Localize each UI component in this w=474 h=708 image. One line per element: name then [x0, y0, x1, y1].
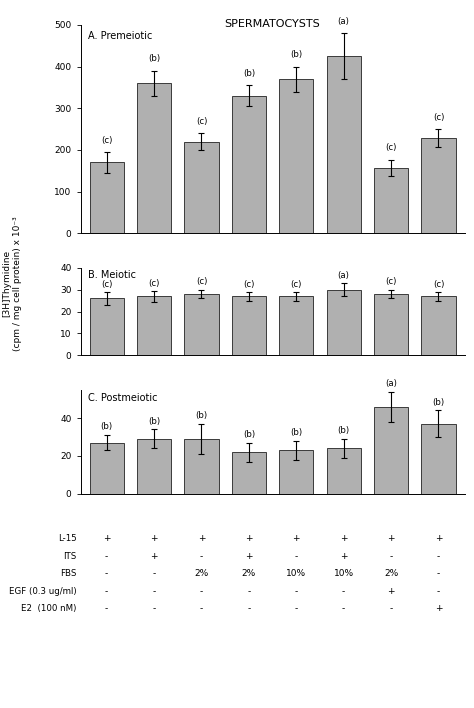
Bar [184, 294, 219, 355]
Text: +: + [292, 534, 300, 543]
Text: -: - [153, 569, 155, 578]
Text: -: - [437, 552, 440, 561]
Bar [90, 162, 124, 234]
Text: -: - [437, 569, 440, 578]
Text: (b): (b) [148, 417, 160, 426]
Text: -: - [153, 605, 155, 613]
Text: E2  (100 nM): E2 (100 nM) [21, 605, 77, 613]
Bar [137, 296, 171, 355]
Text: -: - [342, 587, 345, 596]
Text: (c): (c) [433, 280, 444, 289]
Text: (c): (c) [101, 136, 112, 144]
Text: -: - [105, 569, 108, 578]
Text: (b): (b) [290, 50, 302, 59]
Text: (b): (b) [290, 428, 302, 437]
Text: C. Postmeiotic: C. Postmeiotic [88, 393, 158, 403]
Text: +: + [435, 534, 442, 543]
Text: (c): (c) [433, 113, 444, 122]
Text: (c): (c) [291, 280, 302, 289]
Text: [3H]Thymidine
(cpm / mg cell protein) x 10⁻³: [3H]Thymidine (cpm / mg cell protein) x … [2, 216, 22, 350]
Text: (b): (b) [100, 423, 113, 431]
Text: (c): (c) [196, 278, 207, 287]
Bar [374, 294, 408, 355]
Text: (b): (b) [337, 426, 350, 435]
Text: +: + [387, 587, 395, 596]
Text: (b): (b) [195, 411, 208, 420]
Text: -: - [200, 605, 203, 613]
Bar [90, 442, 124, 494]
Text: (c): (c) [243, 280, 255, 289]
Bar [137, 439, 171, 494]
Text: -: - [200, 587, 203, 596]
Text: (c): (c) [385, 278, 397, 287]
Bar [421, 138, 456, 234]
Bar [279, 296, 313, 355]
Text: (a): (a) [337, 271, 350, 280]
Bar [327, 56, 361, 234]
Text: +: + [435, 605, 442, 613]
Bar [327, 448, 361, 494]
Text: (b): (b) [432, 398, 445, 407]
Text: (b): (b) [243, 430, 255, 439]
Text: (a): (a) [385, 379, 397, 388]
Bar [137, 83, 171, 234]
Text: -: - [105, 605, 108, 613]
Bar [327, 290, 361, 355]
Text: -: - [247, 605, 250, 613]
Bar [90, 298, 124, 355]
Bar [374, 406, 408, 494]
Text: -: - [247, 587, 250, 596]
Text: 10%: 10% [286, 569, 306, 578]
Text: L-15: L-15 [58, 534, 77, 543]
Text: 2%: 2% [384, 569, 398, 578]
Text: (b): (b) [243, 69, 255, 78]
Text: +: + [387, 534, 395, 543]
Text: FBS: FBS [60, 569, 77, 578]
Text: B. Meiotic: B. Meiotic [88, 270, 136, 280]
Text: (c): (c) [101, 280, 112, 289]
Bar [232, 96, 266, 234]
Text: (c): (c) [148, 278, 160, 287]
Text: -: - [390, 552, 392, 561]
Text: +: + [150, 552, 158, 561]
Text: -: - [200, 552, 203, 561]
Text: -: - [342, 605, 345, 613]
Bar [421, 296, 456, 355]
Text: 2%: 2% [194, 569, 209, 578]
Text: +: + [245, 534, 253, 543]
Text: +: + [340, 534, 347, 543]
Bar [232, 452, 266, 494]
Text: -: - [390, 605, 392, 613]
Bar [279, 79, 313, 234]
Text: -: - [105, 552, 108, 561]
Text: ITS: ITS [64, 552, 77, 561]
Bar [279, 450, 313, 494]
Text: -: - [295, 552, 298, 561]
Text: -: - [295, 587, 298, 596]
Text: 10%: 10% [334, 569, 354, 578]
Text: +: + [245, 552, 253, 561]
Text: (a): (a) [337, 17, 350, 25]
Text: -: - [105, 587, 108, 596]
Text: +: + [103, 534, 110, 543]
Bar [184, 439, 219, 494]
Text: -: - [153, 587, 155, 596]
Text: +: + [198, 534, 205, 543]
Bar [184, 142, 219, 234]
Text: +: + [340, 552, 347, 561]
Text: EGF (0.3 ug/ml): EGF (0.3 ug/ml) [9, 587, 77, 596]
Bar [421, 424, 456, 494]
Text: A. Premeiotic: A. Premeiotic [88, 31, 153, 41]
Text: -: - [295, 605, 298, 613]
Text: (c): (c) [196, 117, 207, 126]
Text: 2%: 2% [242, 569, 256, 578]
Text: +: + [150, 534, 158, 543]
Text: (c): (c) [385, 143, 397, 152]
Bar [374, 168, 408, 234]
Text: -: - [437, 587, 440, 596]
Text: (b): (b) [148, 55, 160, 64]
Text: SPERMATOCYSTS: SPERMATOCYSTS [225, 19, 320, 29]
Bar [232, 296, 266, 355]
